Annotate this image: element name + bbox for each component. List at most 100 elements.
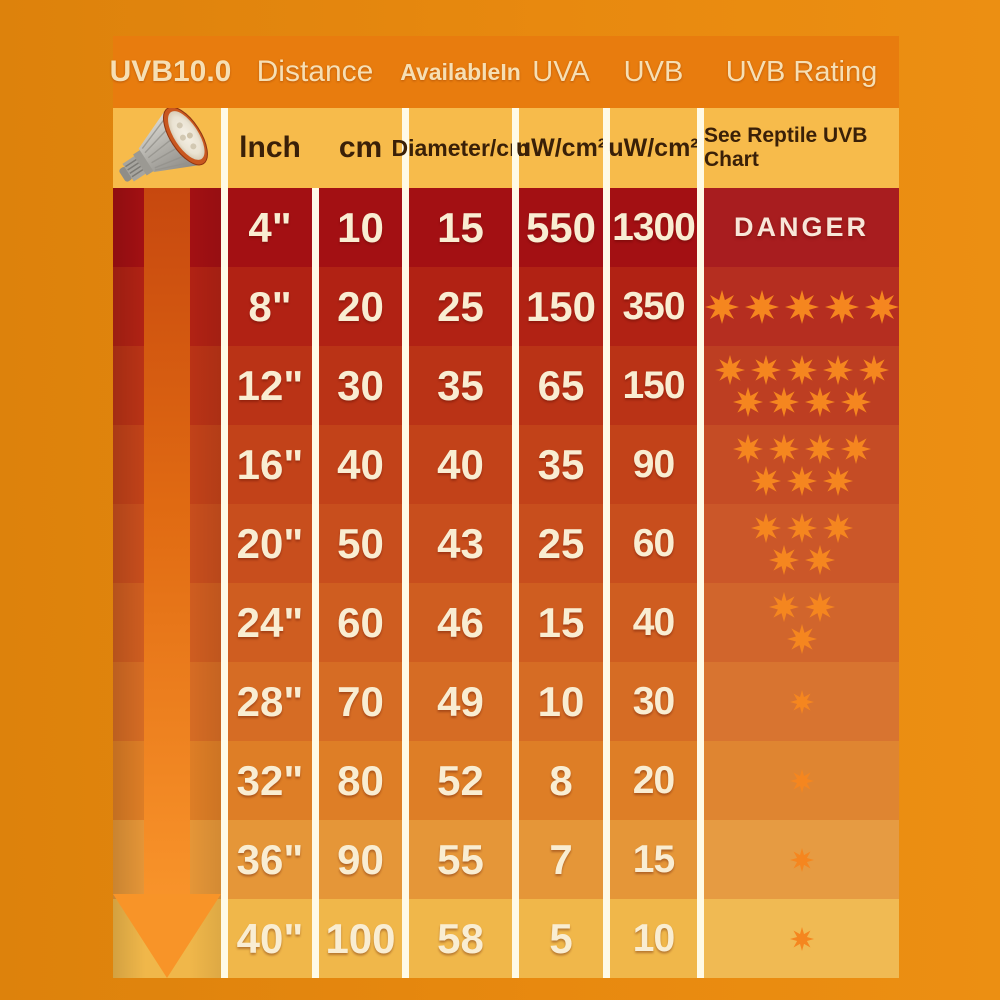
star-icon [750,512,781,543]
uva-value: 5 [549,914,573,962]
header-distance-label: Distance [256,55,374,88]
column-divider [697,899,704,978]
star-icon [768,433,799,464]
uvb-rating-cell [704,662,899,741]
table-row: 16" 40 40 35 90 [113,425,899,504]
diameter-value: 25 [437,282,484,330]
uva-value: 35 [537,440,585,488]
star-icon [789,847,814,872]
star-rating [714,354,889,417]
star-row [714,354,889,385]
table-rows: 4" 10 15 550 1300 DANGER 8" 20 25 150 350 12" 30 35 65… [113,188,899,978]
uvb-value: 350 [622,284,685,328]
table-row: 24" 60 46 15 40 [113,583,899,662]
column-divider [697,425,704,504]
uva-value: 10 [537,677,585,725]
column-divider [603,662,610,741]
column-divider [221,504,228,583]
distance-cm-value: 100 [325,914,396,962]
star-icon [784,289,819,324]
distance-inch-value: 32" [236,756,304,804]
star-icon [732,433,763,464]
distance-cm-value: 40 [337,440,384,488]
diameter-value: 35 [437,361,484,409]
star-rating [789,847,814,872]
column-divider [221,425,228,504]
column-divider [221,188,228,267]
column-divider [512,267,519,346]
star-icon [858,354,889,385]
star-row [789,689,814,714]
star-icon [789,689,814,714]
uvb-value: 10 [632,916,675,960]
column-divider [697,108,704,188]
column-divider [603,346,610,425]
column-divider [697,820,704,899]
star-row [750,465,853,496]
column-divider [512,820,519,899]
star-icon [822,465,853,496]
distance-inch-value: 40" [236,914,304,962]
column-divider [603,108,610,188]
distance-inch-value: 20" [236,519,304,567]
column-divider [697,267,704,346]
star-rating [750,512,853,575]
distance-cm-value: 80 [337,756,384,804]
star-icon [768,544,799,575]
diameter-value: 55 [437,835,484,883]
uvb-value: 20 [632,758,675,802]
star-row [704,289,899,324]
column-divider [402,741,409,820]
column-divider [402,188,409,267]
column-divider [512,346,519,425]
table-subheader-row: lnch cm Diameter/cm uW/cm² uW/cm² See Re… [113,108,899,188]
column-divider [697,741,704,820]
uvb-value: 60 [632,521,675,565]
uva-value: 25 [537,519,585,567]
uvb-lamp-image [119,108,208,182]
header-product-label: UVB10.0 [109,55,232,88]
table-row: 36" 90 55 7 15 [113,820,899,899]
header-uvb-rating-label: UVB Rating [725,55,878,88]
uvb-rating-cell [704,820,899,899]
table-row: 8" 20 25 150 350 [113,267,899,346]
column-divider [402,583,409,662]
uvb-value: 150 [622,363,685,407]
uvb-value: 30 [632,679,675,723]
star-rating [768,591,835,654]
star-icon [768,386,799,417]
star-row [768,591,835,622]
column-divider [221,899,228,978]
star-icon [704,289,739,324]
star-icon [786,623,817,654]
star-row [732,386,871,417]
uvb-rating-cell [704,346,899,425]
column-divider [221,741,228,820]
uvb-rating-cell: DANGER [704,188,899,267]
column-divider [402,504,409,583]
column-divider [512,504,519,583]
distance-cm-value: 60 [337,598,384,646]
uvb-value: 90 [632,442,675,486]
column-divider [603,188,610,267]
column-divider [402,820,409,899]
uvb-rating-cell [704,425,899,504]
column-divider [512,741,519,820]
star-icon [732,386,763,417]
uva-value: 15 [537,598,585,646]
column-divider [312,662,319,741]
table-row: 40" 100 58 5 10 [113,899,899,978]
star-row [786,623,817,654]
column-divider [312,899,319,978]
distance-cm-value: 30 [337,361,384,409]
column-divider [312,346,319,425]
column-divider [312,820,319,899]
column-divider [402,267,409,346]
distance-inch-value: 28" [236,677,304,725]
column-divider [697,504,704,583]
column-divider [221,108,228,188]
star-row [789,847,814,872]
column-divider [221,583,228,662]
star-row [789,768,814,793]
distance-inch-value: 16" [236,440,304,488]
